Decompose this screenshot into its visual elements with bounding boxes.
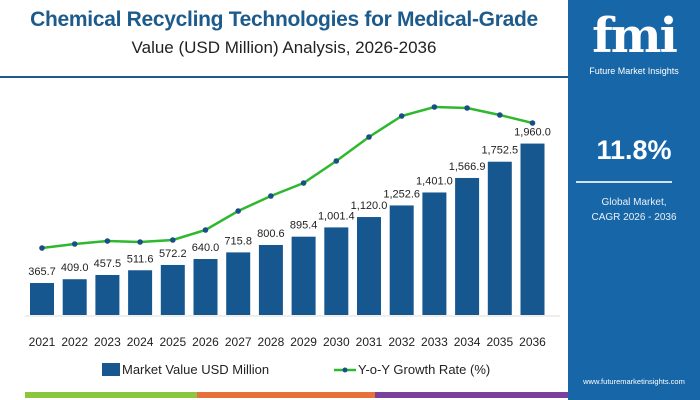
- bar-2033: [422, 192, 447, 315]
- chart-area: 365.7 2021 409.0 2022 457.5 2023 511.6 2024 572.…: [25, 104, 560, 349]
- x-tick-2036: 2036: [519, 335, 546, 349]
- sidebar: fmi Future Market Insights 11.8% Global …: [568, 0, 700, 400]
- bar-2023: [95, 274, 120, 315]
- data-label-2033: 1,401.0: [416, 175, 453, 187]
- cagr-divider: [576, 181, 672, 183]
- data-label-2031: 1,120.0: [351, 200, 388, 212]
- growth-point-2028: [268, 193, 274, 199]
- footer-bar-orange: [197, 392, 375, 398]
- x-tick-2030: 2030: [323, 335, 350, 349]
- x-tick-2022: 2022: [61, 335, 88, 349]
- bar-2024: [128, 270, 153, 315]
- data-label-2023: 457.5: [94, 258, 122, 270]
- x-tick-2027: 2027: [225, 335, 252, 349]
- x-tick-2033: 2033: [421, 335, 448, 349]
- x-tick-2026: 2026: [192, 335, 219, 349]
- x-tick-2023: 2023: [94, 335, 121, 349]
- legend-item-line: Y-o-Y Growth Rate (%): [334, 362, 490, 377]
- x-tick-2031: 2031: [356, 335, 383, 349]
- bar-2026: [193, 259, 218, 315]
- chart-title: Chemical Recycling Technologies for Medi…: [30, 8, 538, 31]
- growth-point-2034: [464, 105, 470, 111]
- x-tick-2032: 2032: [388, 335, 415, 349]
- growth-point-2032: [398, 113, 405, 119]
- fmi-logo: fmi: [592, 8, 678, 64]
- x-tick-2021: 2021: [29, 335, 56, 349]
- data-label-2034: 1,566.9: [449, 161, 486, 173]
- growth-point-2022: [71, 241, 78, 247]
- growth-point-2027: [235, 208, 241, 214]
- bar-2030: [324, 227, 349, 315]
- x-tick-2024: 2024: [127, 335, 154, 349]
- growth-point-2021: [39, 245, 45, 251]
- website-url[interactable]: www.futuremarketinsights.com: [583, 377, 685, 386]
- cagr-label-line-1: Global Market,: [601, 197, 667, 208]
- bar-2029: [291, 236, 316, 315]
- bar-2027: [226, 252, 251, 315]
- bar-2021: [30, 283, 54, 315]
- data-label-2022: 409.0: [61, 262, 89, 274]
- header-divider: [0, 76, 568, 78]
- growth-point-2035: [497, 112, 503, 118]
- x-tick-2029: 2029: [290, 335, 317, 349]
- legend-label-bar: Market Value USD Million: [122, 362, 270, 377]
- x-tick-2028: 2028: [258, 335, 285, 349]
- footer-bar-purple: [375, 392, 568, 398]
- bar-2036: [520, 143, 545, 315]
- growth-point-2026: [202, 227, 209, 233]
- data-label-2025: 572.2: [159, 248, 187, 260]
- growth-point-2029: [300, 180, 307, 186]
- data-label-2035: 1,752.5: [481, 145, 518, 157]
- data-label-2024: 511.6: [127, 253, 154, 265]
- data-label-2026: 640.0: [192, 242, 220, 254]
- legend-swatch-bar: [102, 363, 120, 376]
- data-label-2036: 1,960.0: [514, 127, 551, 139]
- chart-subtitle: Value (USD Million) Analysis, 2026-2036: [131, 38, 437, 57]
- growth-point-2031: [366, 134, 372, 140]
- growth-point-2025: [170, 237, 176, 243]
- growth-rate-line: [41, 105, 533, 250]
- bar-2035: [487, 161, 512, 315]
- growth-point-2023: [104, 238, 111, 244]
- bar-2028: [258, 244, 283, 315]
- data-label-2029: 895.4: [290, 220, 318, 232]
- bar-2032: [389, 205, 414, 315]
- growth-point-2024: [137, 239, 143, 245]
- x-tick-2035: 2035: [486, 335, 513, 349]
- cagr-value: 11.8%: [596, 135, 672, 165]
- logo-caption: Future Market Insights: [589, 66, 679, 76]
- legend-swatch-line: [334, 367, 356, 372]
- cagr-label-line-2: CAGR 2026 - 2036: [591, 212, 677, 223]
- x-tick-2034: 2034: [454, 335, 481, 349]
- x-tick-2025: 2025: [159, 335, 186, 349]
- data-label-2027: 715.8: [224, 235, 252, 247]
- data-label-2030: 1,001.4: [318, 210, 355, 222]
- bar-2025: [160, 264, 185, 315]
- data-label-2032: 1,252.6: [383, 188, 420, 200]
- data-label-2021: 365.7: [28, 266, 56, 278]
- footer-bar-green: [25, 392, 197, 398]
- bar-2034: [455, 177, 480, 315]
- data-label-2028: 800.6: [257, 228, 285, 240]
- growth-point-2033: [431, 104, 438, 110]
- cagr-label: Global Market, CAGR 2026 - 2036: [568, 195, 700, 225]
- legend-label-line: Y-o-Y Growth Rate (%): [358, 362, 491, 377]
- growth-point-2036: [529, 120, 536, 126]
- legend-item-bar: Market Value USD Million: [102, 362, 269, 377]
- bar-2022: [62, 279, 87, 315]
- growth-point-2030: [333, 158, 340, 164]
- bar-2031: [357, 217, 381, 315]
